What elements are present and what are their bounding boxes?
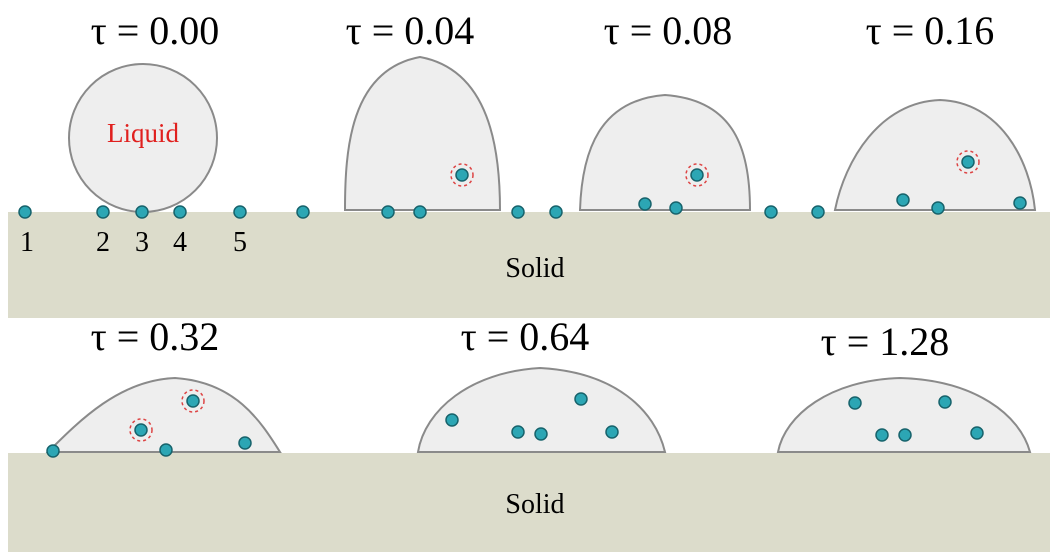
site-label: 2	[96, 227, 110, 258]
ion	[511, 425, 525, 439]
ion	[811, 205, 825, 219]
droplet	[416, 366, 667, 453]
ion	[18, 205, 32, 219]
time-label: τ = 0.00	[91, 8, 220, 53]
ion	[875, 428, 889, 442]
ring	[956, 150, 980, 174]
ion	[574, 392, 588, 406]
ion	[186, 394, 200, 408]
ion	[134, 423, 148, 437]
ion	[46, 444, 60, 458]
ion	[511, 205, 525, 219]
site-label: 4	[173, 227, 187, 258]
ion	[233, 205, 247, 219]
ion	[669, 201, 683, 215]
ion	[931, 201, 945, 215]
ion	[898, 428, 912, 442]
time-label: τ = 0.08	[604, 8, 733, 53]
liquid-label: Liquid	[107, 118, 179, 148]
time-label: τ = 0.64	[461, 314, 590, 359]
ring	[450, 163, 474, 187]
ions	[18, 150, 1027, 458]
ion	[638, 197, 652, 211]
droplet	[343, 55, 502, 211]
ion	[135, 205, 149, 219]
ion	[549, 205, 563, 219]
ring	[685, 163, 709, 187]
site-label: 1	[20, 227, 34, 258]
solid-label: Solid	[505, 253, 564, 284]
time-label: τ = 0.32	[91, 314, 220, 359]
time-label: τ = 0.16	[866, 8, 995, 53]
ion	[413, 205, 427, 219]
ion	[848, 396, 862, 410]
solid-label: Solid	[505, 489, 564, 520]
ion	[96, 205, 110, 219]
ion	[296, 205, 310, 219]
ion	[445, 413, 459, 427]
ion	[534, 427, 548, 441]
ring	[181, 389, 205, 413]
ion	[938, 395, 952, 409]
ion	[970, 426, 984, 440]
ion	[159, 443, 173, 457]
ion	[381, 205, 395, 219]
droplet	[45, 376, 282, 453]
time-label: τ = 0.04	[346, 8, 475, 53]
ring	[129, 418, 153, 442]
time-label: τ = 1.28	[821, 319, 950, 364]
droplet	[833, 98, 1037, 211]
ion	[690, 168, 704, 182]
ion	[238, 436, 252, 450]
site-label: 3	[135, 227, 149, 258]
ion	[605, 425, 619, 439]
droplet	[776, 376, 1032, 453]
ion	[1013, 196, 1027, 210]
solid-substrate	[8, 453, 1050, 552]
ion	[896, 193, 910, 207]
solid-substrate	[8, 212, 1050, 318]
site-label: 5	[233, 227, 247, 258]
ion	[961, 155, 975, 169]
ion	[173, 205, 187, 219]
droplet	[578, 93, 752, 211]
ion	[764, 205, 778, 219]
ion	[455, 168, 469, 182]
